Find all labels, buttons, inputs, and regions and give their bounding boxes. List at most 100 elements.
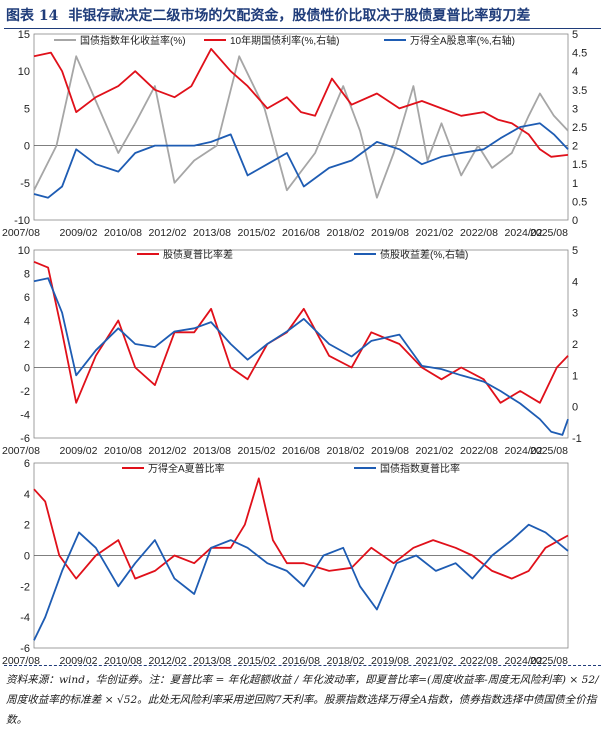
left-tick-label: 10: [18, 245, 30, 257]
right-tick-label: 5: [572, 29, 578, 41]
x-tick-label: 2012/02: [149, 655, 187, 665]
left-tick-label: -10: [14, 215, 30, 227]
right-tick-label: 4: [572, 276, 578, 288]
left-tick-label: 5: [24, 103, 30, 115]
right-tick-label: 1: [572, 178, 578, 190]
x-tick-label: 2022/08: [460, 227, 498, 239]
left-tick-label: 6: [24, 292, 30, 304]
left-tick-label: 0: [24, 141, 30, 153]
left-tick-label: 2: [24, 339, 30, 351]
x-tick-label: 2010/08: [104, 655, 142, 665]
plot-frame: [33, 249, 569, 439]
right-tick-label: 0: [572, 215, 578, 227]
x-tick-label: 2024/02: [505, 445, 543, 457]
legend-label: 10年期国债利率(%,右轴): [230, 34, 339, 47]
left-tick-label: 0: [24, 551, 30, 563]
x-tick-label: 2016/08: [282, 227, 320, 239]
left-tick-label: 8: [24, 269, 30, 281]
left-tick-label: 0: [24, 363, 30, 375]
right-tick-label: 3: [572, 103, 578, 115]
right-tick-label: 2.5: [572, 122, 587, 134]
right-tick-label: 5: [572, 245, 578, 257]
x-tick-label: 2009/02: [60, 655, 98, 665]
x-tick-label: 2013/08: [193, 655, 231, 665]
series-line-2: [33, 48, 569, 158]
left-tick-label: 10: [18, 66, 30, 78]
x-tick-label: 2013/08: [193, 445, 231, 457]
legend-label: 债股收益差(%,右轴): [380, 248, 468, 261]
left-tick-label: -6: [20, 643, 30, 655]
right-tick-label: 3.5: [572, 85, 587, 97]
x-tick-label: 2018/02: [327, 227, 365, 239]
x-tick-label: 2013/08: [193, 227, 231, 239]
x-tick-label: 2010/08: [104, 445, 142, 457]
legend-label: 万得全A股息率(%,右轴): [410, 34, 515, 47]
x-tick-label: 2016/08: [282, 655, 320, 665]
source-note: 资料来源：wind，华创证券。注：夏普比率 = 年化超额收益 / 年化波动率，即…: [6, 674, 599, 726]
x-tick-label: 2024/02: [505, 655, 543, 665]
left-tick-label: 2: [24, 520, 30, 532]
x-tick-label: 2019/08: [371, 227, 409, 239]
x-tick-label: 2022/08: [460, 445, 498, 457]
x-tick-label: 2012/02: [149, 445, 187, 457]
legend-label: 股债夏普比率差: [163, 248, 233, 261]
left-tick-label: -2: [20, 581, 30, 593]
x-tick-label: 2021/02: [416, 445, 454, 457]
x-tick-label: 2018/02: [327, 655, 365, 665]
x-tick-label: 2025/08: [530, 227, 568, 239]
right-tick-label: 1: [572, 370, 578, 382]
figure-title: 图表 14 非银存款决定二级市场的欠配资金，股债性价比取决于股债夏普比率剪刀差: [6, 5, 530, 25]
legend-label: 国债指数夏普比率: [380, 462, 460, 475]
series-line-3: [33, 122, 569, 199]
left-tick-label: -2: [20, 386, 30, 398]
x-tick-label: 2007/08: [2, 655, 40, 665]
left-tick-label: -5: [20, 178, 30, 190]
right-tick-label: -1: [572, 433, 582, 445]
title-rule: [4, 28, 601, 29]
x-tick-label: 2018/02: [327, 445, 365, 457]
series-line-2: [33, 523, 569, 641]
x-tick-label: 2019/08: [371, 445, 409, 457]
x-tick-label: 2009/02: [60, 445, 98, 457]
x-tick-label: 2019/08: [371, 655, 409, 665]
left-tick-label: 15: [18, 29, 30, 41]
chart-panel-3: [33, 462, 569, 649]
right-tick-label: 0: [572, 402, 578, 414]
legend-label: 万得全A夏普比率: [148, 462, 225, 475]
left-tick-label: -4: [20, 410, 30, 422]
x-tick-label: 2015/02: [238, 445, 276, 457]
plot-frame: [33, 33, 569, 221]
right-tick-label: 2: [572, 141, 578, 153]
x-tick-label: 2021/02: [416, 227, 454, 239]
x-tick-label: 2022/08: [460, 655, 498, 665]
right-tick-label: 3: [572, 308, 578, 320]
figure-title-text: 非银存款决定二级市场的欠配资金，股债性价比取决于股债夏普比率剪刀差: [68, 8, 531, 24]
right-tick-label: 4.5: [572, 48, 587, 60]
left-tick-label: 4: [24, 489, 30, 501]
x-tick-label: 2015/02: [238, 655, 276, 665]
x-tick-label: 2025/08: [530, 445, 568, 457]
chart-panel-2: [33, 249, 569, 439]
series-line-1: [33, 477, 569, 580]
legend-label: 国债指数年化收益率(%): [80, 34, 186, 47]
x-tick-label: 2009/02: [60, 227, 98, 239]
x-tick-label: 2024/02: [505, 227, 543, 239]
right-tick-label: 0.5: [572, 196, 587, 208]
right-tick-label: 1.5: [572, 159, 587, 171]
left-tick-label: -6: [20, 433, 30, 445]
left-tick-label: 4: [24, 316, 30, 328]
note-rule: [4, 665, 601, 666]
series-line-1: [33, 55, 569, 199]
x-tick-label: 2021/02: [416, 655, 454, 665]
series-line-2: [33, 277, 569, 436]
left-tick-label: -4: [20, 612, 30, 624]
x-tick-label: 2015/02: [238, 227, 276, 239]
x-tick-label: 2007/08: [2, 227, 40, 239]
x-tick-label: 2010/08: [104, 227, 142, 239]
left-tick-label: 6: [24, 458, 30, 470]
x-tick-label: 2012/02: [149, 227, 187, 239]
x-tick-label: 2007/08: [2, 445, 40, 457]
right-tick-label: 2: [572, 339, 578, 351]
figure-label: 图表 14: [6, 8, 59, 24]
